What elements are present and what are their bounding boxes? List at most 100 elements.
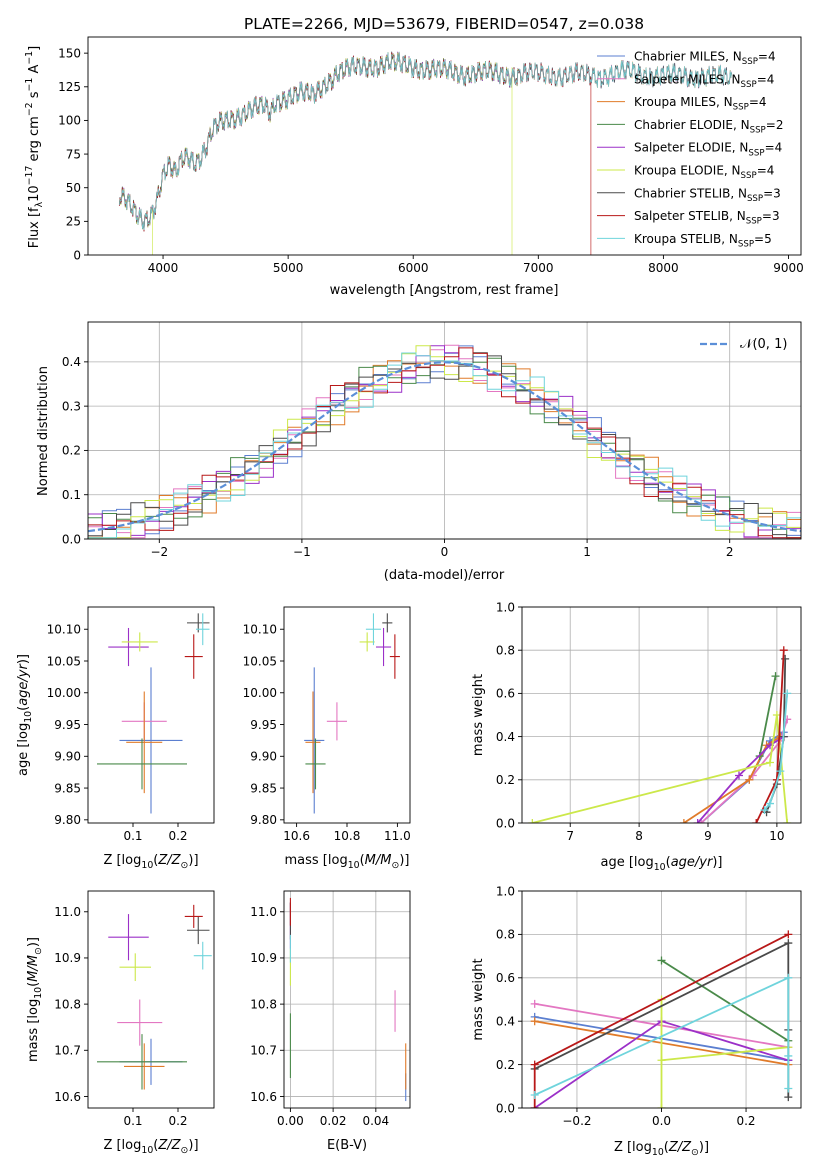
spectrum-xtick-label: 6000 bbox=[398, 261, 429, 275]
errorbar-point bbox=[124, 1043, 165, 1090]
mass-weight-vs-age-axes: 7 8 9 10 0.0 0.2 0.4 0.6 0.8 1.0 bbox=[496, 600, 802, 843]
age-vs-mass-xtick-label: 11.0 bbox=[384, 829, 411, 843]
mass-vs-Z-xtick-label: 0.1 bbox=[123, 1114, 142, 1128]
mass-vs-ebv-ytick-label: 10.8 bbox=[250, 997, 277, 1011]
mass-weight-vs-age-ytick-label: 0.0 bbox=[496, 816, 515, 830]
mass-weight-marker bbox=[766, 758, 774, 767]
errorbar-point bbox=[117, 999, 163, 1046]
legend-label: Kroupa MILES, NSSP=4 bbox=[634, 95, 767, 113]
spectrum-ytick-label: 150 bbox=[58, 46, 81, 60]
mass-weight-vs-Z-ytick-label: 0.6 bbox=[496, 971, 515, 985]
mass-weight-line bbox=[758, 675, 777, 757]
residuals-xtick-label: 0 bbox=[441, 545, 449, 559]
mass-weight-marker bbox=[530, 1104, 539, 1108]
mass-weight-vs-Z-ytick-label: 0.8 bbox=[496, 928, 515, 942]
mass-weight-marker bbox=[784, 939, 793, 948]
mass-weight-marker bbox=[784, 1051, 793, 1060]
mass-weight-marker bbox=[766, 799, 774, 808]
mass-weight-vs-Z-plot-area bbox=[530, 930, 793, 1108]
mass-vs-ebv-xtick-label: 0.02 bbox=[320, 1114, 347, 1128]
mass-vs-ebv-frame bbox=[283, 890, 411, 1109]
spectrum-ytick-label: 0 bbox=[73, 248, 81, 262]
errorbar-point bbox=[389, 634, 400, 679]
mass-vs-ebv-plot-area bbox=[289, 897, 407, 1102]
age-vs-Z-ytick-label: 10.00 bbox=[47, 686, 81, 700]
age-vs-Z-xtick-label: 0.1 bbox=[123, 829, 142, 843]
mass-weight-line bbox=[660, 999, 789, 1108]
mass-weight-marker bbox=[657, 956, 666, 965]
mass-weight-vs-Z-ytick-label: 0.2 bbox=[496, 1058, 515, 1072]
spectrum-xlabel: wavelength [Angstrom, rest frame] bbox=[330, 283, 559, 298]
errorbar-point bbox=[97, 738, 187, 790]
legend-label: Kroupa STELIB, NSSP=5 bbox=[634, 232, 772, 250]
hist-step-kroupa-stelib bbox=[88, 352, 801, 539]
mass-weight-marker bbox=[771, 672, 780, 681]
mass-weight-marker bbox=[530, 1060, 539, 1069]
age-vs-Z-ylabel: age [log10(age/yr)] bbox=[16, 654, 34, 776]
mass-vs-Z-ytick-label: 10.9 bbox=[54, 951, 81, 965]
spectrum-xtick-label: 7000 bbox=[523, 261, 554, 275]
errorbar-point bbox=[304, 667, 325, 814]
mass-weight-vs-Z-xlabel: Z [log10(Z/Z⊙)] bbox=[614, 1140, 709, 1158]
errorbar-point bbox=[108, 914, 149, 961]
errorbar-point bbox=[193, 941, 212, 970]
mass-vs-Z-ylabel: mass [log10(M/M⊙)] bbox=[26, 937, 44, 1062]
mass-weight-line bbox=[534, 976, 790, 1096]
age-vs-mass-ytick-label: 9.85 bbox=[250, 781, 277, 795]
mass-weight-vs-Z-axes: −0.2 0.0 0.2 0.0 0.2 0.4 0.6 0.8 1.0 bbox=[496, 884, 802, 1128]
legend-label: Kroupa ELODIE, NSSP=4 bbox=[634, 164, 774, 182]
residuals-xtick-label: −1 bbox=[293, 545, 311, 559]
errorbar-point bbox=[184, 634, 203, 679]
residuals-ytick-label: 0.1 bbox=[62, 488, 81, 502]
age-vs-Z-ytick-label: 10.10 bbox=[47, 623, 81, 637]
legend-label-normal: 𝒩(0, 1) bbox=[740, 337, 787, 352]
age-vs-mass-xlabel: mass [log10(M/M⊙)] bbox=[285, 853, 410, 871]
age-vs-Z-axes: 0.1 0.2 9.80 9.85 9.90 9.95 10.00 10.05 10.10 bbox=[47, 606, 215, 843]
mass-weight-vs-age-xtick-label: 10 bbox=[769, 829, 784, 843]
spectrum-ytick-label: 25 bbox=[66, 215, 81, 229]
legend-label: Chabrier STELIB, NSSP=3 bbox=[634, 186, 781, 204]
age-vs-Z-ytick-label: 9.95 bbox=[54, 718, 81, 732]
mass-weight-vs-age-xlabel: age [log10(age/yr)] bbox=[600, 855, 722, 873]
mass-weight-marker bbox=[783, 819, 792, 823]
age-vs-Z-ytick-label: 10.05 bbox=[47, 654, 81, 668]
mass-weight-vs-Z-xtick-label: 0.0 bbox=[652, 1114, 671, 1128]
spectrum-ytick-label: 50 bbox=[66, 181, 81, 195]
spectrum-legend: Chabrier MILES, NSSP=4 Salpeter MILES, NS… bbox=[597, 50, 783, 250]
age-vs-mass-axes: 10.6 10.8 11.0 9.80 9.85 9.90 9.95 10.00 10.05 10… bbox=[243, 606, 411, 843]
mass-weight-marker bbox=[693, 819, 702, 823]
mass-weight-marker bbox=[735, 771, 743, 780]
mass-vs-ebv-xtick-label: 0.04 bbox=[362, 1114, 389, 1128]
legend-label: Salpeter STELIB, NSSP=3 bbox=[634, 209, 780, 227]
mass-vs-Z-ytick-label: 11.0 bbox=[54, 905, 81, 919]
age-vs-Z-plot-area bbox=[97, 613, 210, 814]
age-vs-Z-ytick-label: 9.90 bbox=[54, 750, 81, 764]
hist-step-chabrier-stelib bbox=[88, 352, 801, 539]
mass-weight-vs-age-ytick-label: 0.6 bbox=[496, 687, 515, 701]
mass-weight-marker bbox=[679, 819, 688, 823]
residuals-axes: −2 −1 0 1 2 0.0 0.1 0.2 0.3 0.4 bbox=[62, 321, 802, 559]
mass-weight-marker bbox=[528, 819, 537, 823]
spectrum-line-kroupa-stelib bbox=[118, 51, 733, 231]
age-vs-mass-ytick-label: 9.90 bbox=[250, 750, 277, 764]
mass-vs-Z-frame bbox=[87, 890, 215, 1109]
mass-vs-Z-ytick-label: 10.8 bbox=[54, 997, 81, 1011]
errorbar-point bbox=[365, 613, 382, 646]
spectrum-ytick-label: 125 bbox=[58, 80, 81, 94]
mass-weight-vs-Z-xtick-label: 0.2 bbox=[736, 1114, 755, 1128]
mass-weight-vs-age-ytick-label: 0.8 bbox=[496, 644, 515, 658]
mass-weight-marker bbox=[530, 1090, 539, 1099]
mass-weight-vs-age-ylabel: mass weight bbox=[471, 674, 486, 756]
mass-weight-vs-age-xtick-label: 9 bbox=[704, 829, 712, 843]
mass-vs-Z-ytick-label: 10.6 bbox=[54, 1090, 81, 1104]
errorbar-point bbox=[326, 702, 347, 741]
mass-weight-vs-Z-ylabel: mass weight bbox=[471, 958, 486, 1040]
mass-weight-vs-Z-ytick-label: 1.0 bbox=[496, 884, 515, 898]
mass-weight-marker bbox=[776, 767, 785, 776]
mass-weight-vs-age-plot-area bbox=[528, 646, 792, 823]
mass-weight-line bbox=[763, 693, 789, 811]
mass-weight-marker bbox=[783, 689, 792, 698]
mass-vs-ebv-axes: 0.00 0.02 0.04 10.6 10.7 10.8 10.9 11.0 bbox=[250, 890, 411, 1128]
